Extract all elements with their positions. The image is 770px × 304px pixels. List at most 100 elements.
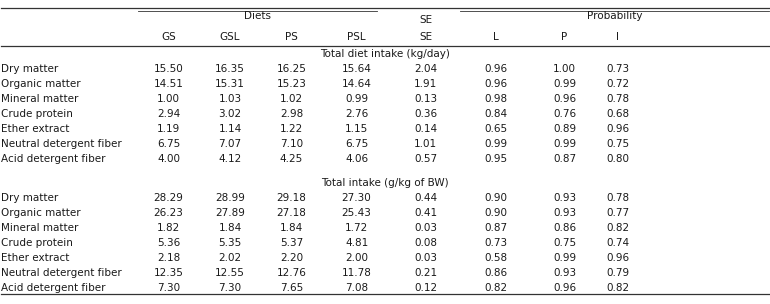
Text: 15.31: 15.31 (215, 79, 245, 89)
Text: 15.64: 15.64 (342, 64, 372, 74)
Text: 0.72: 0.72 (606, 79, 629, 89)
Text: Total intake (g/kg of BW): Total intake (g/kg of BW) (321, 178, 449, 188)
Text: 0.08: 0.08 (414, 238, 437, 248)
Text: 0.93: 0.93 (553, 193, 576, 203)
Text: 7.65: 7.65 (280, 283, 303, 293)
Text: 0.90: 0.90 (484, 193, 507, 203)
Text: Crude protein: Crude protein (2, 238, 73, 248)
Text: 0.84: 0.84 (484, 109, 507, 119)
Text: 28.99: 28.99 (215, 193, 245, 203)
Text: 0.73: 0.73 (484, 238, 507, 248)
Text: 2.94: 2.94 (157, 109, 180, 119)
Text: 0.98: 0.98 (484, 94, 507, 104)
Text: Acid detergent fiber: Acid detergent fiber (2, 154, 106, 164)
Text: 14.51: 14.51 (154, 79, 183, 89)
Text: PS: PS (285, 32, 298, 42)
Text: 16.25: 16.25 (276, 64, 306, 74)
Text: 12.35: 12.35 (154, 268, 183, 278)
Text: 0.76: 0.76 (553, 109, 576, 119)
Text: 0.82: 0.82 (484, 283, 507, 293)
Text: 0.96: 0.96 (484, 64, 507, 74)
Text: Acid detergent fiber: Acid detergent fiber (2, 283, 106, 293)
Text: 15.50: 15.50 (154, 64, 183, 74)
Text: 0.95: 0.95 (484, 154, 507, 164)
Text: 0.87: 0.87 (553, 154, 576, 164)
Text: 4.81: 4.81 (345, 238, 368, 248)
Text: Organic matter: Organic matter (2, 208, 81, 218)
Text: 25.43: 25.43 (342, 208, 372, 218)
Text: 0.75: 0.75 (606, 139, 629, 149)
Text: 0.78: 0.78 (606, 94, 629, 104)
Text: 0.03: 0.03 (414, 223, 437, 233)
Text: 0.99: 0.99 (345, 94, 368, 104)
Text: 2.02: 2.02 (219, 253, 242, 263)
Text: 0.82: 0.82 (606, 283, 629, 293)
Text: 5.36: 5.36 (157, 238, 180, 248)
Text: 1.82: 1.82 (157, 223, 180, 233)
Text: 0.36: 0.36 (414, 109, 437, 119)
Text: 1.14: 1.14 (219, 124, 242, 134)
Text: 0.86: 0.86 (553, 223, 576, 233)
Text: 0.79: 0.79 (606, 268, 629, 278)
Text: 0.99: 0.99 (553, 79, 576, 89)
Text: Neutral detergent fiber: Neutral detergent fiber (2, 268, 122, 278)
Text: Dry matter: Dry matter (2, 64, 59, 74)
Text: 1.03: 1.03 (219, 94, 242, 104)
Text: 27.18: 27.18 (276, 208, 306, 218)
Text: 0.73: 0.73 (606, 64, 629, 74)
Text: 0.96: 0.96 (484, 79, 507, 89)
Text: 15.23: 15.23 (276, 79, 306, 89)
Text: 5.37: 5.37 (280, 238, 303, 248)
Text: 1.00: 1.00 (553, 64, 576, 74)
Text: 2.04: 2.04 (414, 64, 437, 74)
Text: 16.35: 16.35 (215, 64, 245, 74)
Text: Total diet intake (kg/day): Total diet intake (kg/day) (320, 49, 450, 59)
Text: 0.96: 0.96 (606, 253, 629, 263)
Text: Crude protein: Crude protein (2, 109, 73, 119)
Text: 7.30: 7.30 (157, 283, 180, 293)
Text: 7.30: 7.30 (219, 283, 242, 293)
Text: 1.00: 1.00 (157, 94, 180, 104)
Text: Ether extract: Ether extract (2, 124, 70, 134)
Text: Dry matter: Dry matter (2, 193, 59, 203)
Text: 6.75: 6.75 (157, 139, 180, 149)
Text: 0.21: 0.21 (414, 268, 437, 278)
Text: 1.84: 1.84 (219, 223, 242, 233)
Text: 2.20: 2.20 (280, 253, 303, 263)
Text: 0.58: 0.58 (484, 253, 507, 263)
Text: Neutral detergent fiber: Neutral detergent fiber (2, 139, 122, 149)
Text: 0.80: 0.80 (606, 154, 629, 164)
Text: 0.44: 0.44 (414, 193, 437, 203)
Text: 0.89: 0.89 (553, 124, 576, 134)
Text: 0.96: 0.96 (606, 124, 629, 134)
Text: 0.96: 0.96 (553, 283, 576, 293)
Text: Ether extract: Ether extract (2, 253, 70, 263)
Text: 0.74: 0.74 (606, 238, 629, 248)
Text: 2.76: 2.76 (345, 109, 368, 119)
Text: 7.08: 7.08 (345, 283, 368, 293)
Text: L: L (493, 32, 498, 42)
Text: 27.89: 27.89 (215, 208, 245, 218)
Text: 4.12: 4.12 (219, 154, 242, 164)
Text: 0.90: 0.90 (484, 208, 507, 218)
Text: PSL: PSL (347, 32, 366, 42)
Text: 2.98: 2.98 (280, 109, 303, 119)
Text: 1.91: 1.91 (414, 79, 437, 89)
Text: 5.35: 5.35 (219, 238, 242, 248)
Text: 4.25: 4.25 (280, 154, 303, 164)
Text: I: I (616, 32, 619, 42)
Text: Diets: Diets (244, 11, 271, 21)
Text: 0.12: 0.12 (414, 283, 437, 293)
Text: 0.93: 0.93 (553, 268, 576, 278)
Text: Organic matter: Organic matter (2, 79, 81, 89)
Text: 0.14: 0.14 (414, 124, 437, 134)
Text: 1.72: 1.72 (345, 223, 368, 233)
Text: 0.78: 0.78 (606, 193, 629, 203)
Text: 11.78: 11.78 (342, 268, 372, 278)
Text: 0.13: 0.13 (414, 94, 437, 104)
Text: 27.30: 27.30 (342, 193, 371, 203)
Text: Mineral matter: Mineral matter (2, 94, 79, 104)
Text: 14.64: 14.64 (342, 79, 372, 89)
Text: 4.06: 4.06 (345, 154, 368, 164)
Text: 0.87: 0.87 (484, 223, 507, 233)
